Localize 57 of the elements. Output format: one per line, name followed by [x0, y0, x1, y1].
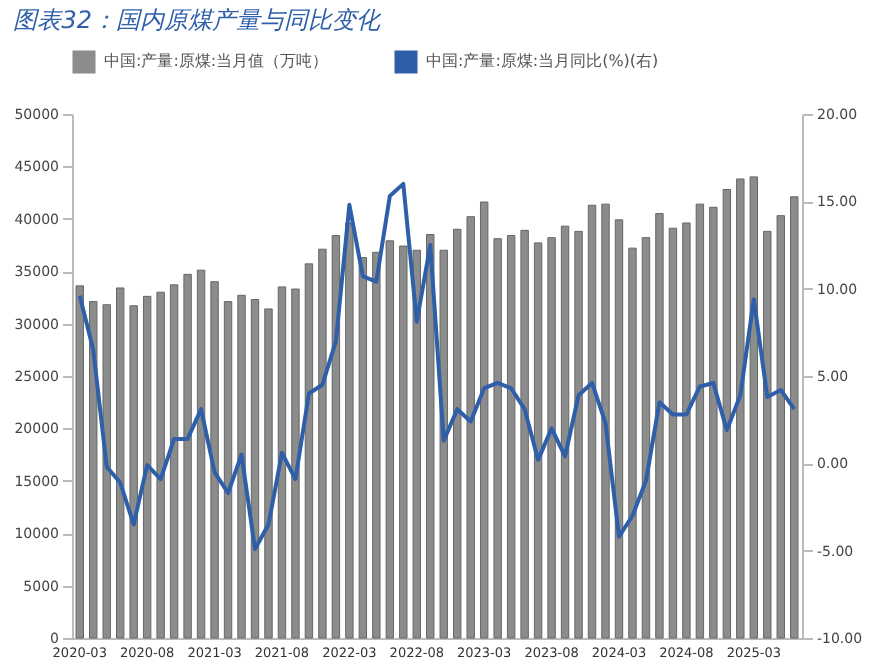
bar — [210, 281, 219, 639]
bar — [399, 245, 408, 639]
bar — [587, 204, 597, 639]
bar — [115, 287, 125, 639]
bar — [695, 203, 705, 639]
bar — [479, 201, 489, 639]
bar — [655, 213, 664, 639]
bar — [453, 228, 462, 639]
bar — [345, 222, 354, 639]
bar — [506, 235, 516, 639]
bar — [412, 249, 421, 639]
bar — [237, 294, 246, 639]
bar — [358, 257, 368, 639]
bar — [372, 251, 381, 639]
bar — [156, 291, 165, 639]
bar — [533, 242, 543, 639]
bar — [426, 234, 435, 639]
bar — [776, 215, 785, 639]
bar — [169, 284, 179, 639]
bar — [129, 305, 138, 639]
bar — [385, 240, 395, 639]
bar — [75, 285, 84, 639]
bar — [722, 188, 732, 639]
bar — [601, 203, 610, 639]
bar — [614, 219, 624, 639]
line-series — [77, 181, 797, 551]
bar — [736, 178, 745, 639]
bar — [574, 230, 583, 639]
bar — [466, 216, 475, 639]
bar — [668, 227, 678, 639]
bar — [291, 288, 300, 639]
bar — [520, 229, 529, 639]
bar — [102, 304, 111, 639]
bar — [709, 206, 718, 639]
bar — [560, 225, 570, 639]
bar — [196, 269, 206, 639]
bar — [547, 237, 556, 639]
bar — [641, 237, 651, 639]
bar — [763, 230, 772, 639]
bar — [439, 249, 448, 639]
bar — [250, 299, 260, 639]
bar — [89, 301, 98, 639]
bar — [493, 238, 502, 639]
chart-title: 图表32：国内原煤产量与同比变化 — [13, 6, 382, 34]
bar — [183, 273, 192, 639]
bar — [628, 247, 637, 639]
bar — [223, 301, 233, 639]
bar — [318, 248, 327, 639]
legend-label: 中国:产量:原煤:当月值（万吨） — [104, 52, 329, 70]
bar — [749, 176, 759, 639]
bar — [142, 295, 152, 639]
legend-label: 中国:产量:原煤:当月同比(%)(右) — [426, 52, 659, 70]
bar — [264, 308, 273, 639]
bar — [682, 222, 691, 639]
bar — [790, 196, 799, 639]
bar — [277, 286, 287, 639]
bar — [304, 263, 314, 639]
